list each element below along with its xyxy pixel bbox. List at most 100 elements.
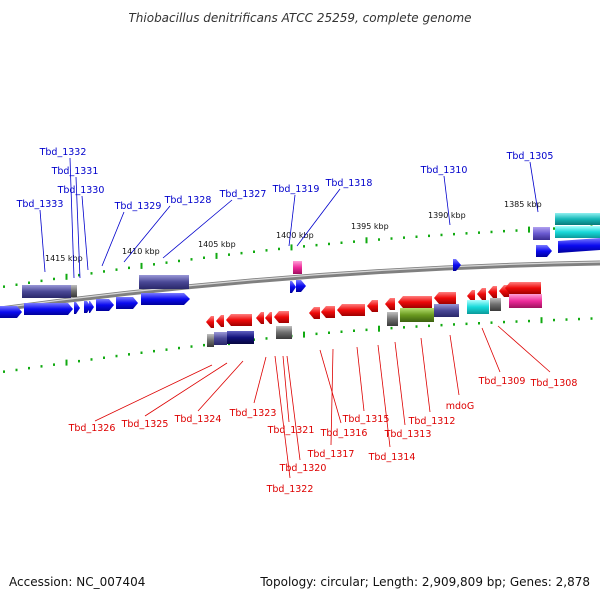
scale-dot bbox=[28, 366, 30, 370]
gene-cog-box[interactable] bbox=[509, 294, 542, 308]
gene-label[interactable]: Tbd_1312 bbox=[408, 416, 456, 427]
gene-cog-box[interactable] bbox=[22, 285, 71, 298]
forward-cds-arrow[interactable] bbox=[74, 302, 80, 314]
reverse-cds-arrow[interactable] bbox=[216, 315, 224, 327]
scale-dot bbox=[203, 256, 205, 259]
gene-label[interactable]: Tbd_1327 bbox=[219, 189, 267, 200]
reverse-cds-arrow[interactable] bbox=[467, 290, 475, 302]
gene-label[interactable]: Tbd_1325 bbox=[121, 419, 169, 430]
gene-label[interactable]: Tbd_1316 bbox=[320, 428, 368, 439]
scale-dot bbox=[415, 325, 418, 328]
gene-label[interactable]: Tbd_1308 bbox=[530, 378, 578, 389]
reverse-cds-arrow[interactable] bbox=[385, 298, 395, 310]
reverse-cds-arrow[interactable] bbox=[477, 288, 486, 300]
forward-cds-arrow[interactable] bbox=[24, 303, 73, 315]
scale-major-tick bbox=[215, 252, 218, 259]
gene-label[interactable]: Tbd_1322 bbox=[266, 484, 314, 495]
scale-dot bbox=[453, 232, 455, 236]
gene-label[interactable]: Tbd_1319 bbox=[272, 184, 320, 195]
inner-scale-ring bbox=[3, 317, 593, 373]
gene-label[interactable]: Tbd_1314 bbox=[368, 452, 416, 463]
forward-cds-arrow[interactable] bbox=[453, 259, 461, 271]
gene-cog-box[interactable] bbox=[467, 300, 489, 314]
reverse-cds-arrow[interactable] bbox=[256, 312, 264, 324]
scale-dot bbox=[240, 251, 243, 255]
reverse-strand-track bbox=[206, 282, 542, 347]
label-leader-line bbox=[420, 337, 431, 413]
gene-cog-box[interactable] bbox=[490, 298, 501, 311]
reverse-cds-arrow[interactable] bbox=[274, 311, 289, 323]
kbp-label: 1390 kbp bbox=[428, 211, 466, 220]
gene-label[interactable]: Tbd_1310 bbox=[420, 165, 468, 176]
gene-cog-box[interactable] bbox=[555, 213, 600, 225]
gene-label[interactable]: Tbd_1330 bbox=[57, 185, 105, 196]
gene-cog-box[interactable] bbox=[533, 227, 550, 240]
forward-cds-arrow[interactable] bbox=[141, 293, 190, 305]
gene-label[interactable]: Tbd_1324 bbox=[174, 414, 222, 425]
reverse-cds-arrow[interactable] bbox=[309, 307, 320, 319]
reverse-gene-labels: Tbd_1326 Tbd_1325 Tbd_1324 Tbd_1323 Tbd_… bbox=[68, 325, 578, 495]
gene-label[interactable]: Tbd_1332 bbox=[39, 147, 87, 158]
gene-label[interactable]: Tbd_1333 bbox=[16, 199, 64, 210]
reverse-cds-arrow[interactable] bbox=[488, 286, 497, 298]
scale-dot bbox=[153, 349, 155, 353]
gene-label[interactable]: Tbd_1326 bbox=[68, 423, 116, 434]
scale-dot bbox=[565, 318, 568, 321]
forward-cds-arrow[interactable] bbox=[84, 301, 91, 313]
gene-label[interactable]: Tbd_1315 bbox=[342, 414, 390, 425]
forward-cds-arrow[interactable] bbox=[290, 281, 296, 293]
gene-label[interactable]: Tbd_1321 bbox=[267, 425, 315, 436]
forward-cds-arrow[interactable] bbox=[96, 299, 114, 311]
forward-cds-arrow[interactable] bbox=[116, 297, 138, 309]
gene-cog-box[interactable] bbox=[71, 285, 77, 297]
kbp-label: 1415 kbp bbox=[45, 254, 83, 263]
gene-label[interactable]: Tbd_1317 bbox=[307, 449, 355, 460]
gene-label[interactable]: Tbd_1305 bbox=[506, 151, 554, 162]
gene-label[interactable]: Tbd_1318 bbox=[325, 178, 373, 189]
forward-cds-arrow[interactable] bbox=[296, 280, 306, 292]
reverse-cds-arrow[interactable] bbox=[434, 292, 456, 304]
reverse-cds-arrow[interactable] bbox=[505, 282, 541, 294]
reverse-cds-arrow[interactable] bbox=[398, 296, 432, 308]
scale-dot bbox=[490, 230, 493, 234]
scale-dot bbox=[115, 268, 118, 271]
label-leader-line bbox=[319, 349, 342, 424]
reverse-cds-arrow[interactable] bbox=[226, 314, 252, 326]
gene-label[interactable]: mdoG bbox=[446, 401, 474, 412]
forward-gene-labels: Tbd_1333 Tbd_1332 Tbd_1331 Tbd_1330 Tbd_… bbox=[16, 147, 554, 279]
gene-cog-box[interactable] bbox=[555, 226, 600, 238]
gene-label[interactable]: Tbd_1329 bbox=[114, 201, 162, 212]
reverse-cds-arrow[interactable] bbox=[321, 306, 335, 318]
forward-cds-arrow[interactable] bbox=[558, 238, 600, 253]
reverse-cds-arrow[interactable] bbox=[206, 316, 214, 328]
scale-dot bbox=[515, 320, 518, 323]
forward-cds-arrow[interactable] bbox=[536, 245, 552, 257]
gene-label[interactable]: Tbd_1331 bbox=[51, 166, 99, 177]
scale-dot bbox=[365, 328, 368, 332]
gene-cog-box[interactable] bbox=[276, 326, 292, 339]
gene-cog-box[interactable] bbox=[387, 312, 398, 326]
scale-dot bbox=[340, 241, 343, 244]
scale-dot bbox=[478, 231, 480, 234]
gene-cog-box[interactable] bbox=[207, 334, 214, 347]
reverse-cds-arrow[interactable] bbox=[337, 304, 365, 316]
scale-dot bbox=[178, 346, 180, 350]
gene-label[interactable]: Tbd_1320 bbox=[279, 463, 327, 474]
reverse-cds-arrow[interactable] bbox=[367, 300, 378, 312]
gene-label[interactable]: Tbd_1309 bbox=[478, 376, 526, 387]
gene-label[interactable]: Tbd_1313 bbox=[384, 429, 432, 440]
label-leader-line bbox=[377, 344, 391, 448]
gene-cog-box[interactable] bbox=[214, 332, 227, 345]
gene-cog-box[interactable] bbox=[293, 261, 302, 274]
gene-cog-box[interactable] bbox=[227, 331, 254, 344]
label-leader-line bbox=[39, 209, 46, 273]
forward-cds-arrow[interactable] bbox=[89, 301, 94, 313]
gene-label[interactable]: Tbd_1323 bbox=[229, 408, 277, 419]
gene-cog-box[interactable] bbox=[139, 275, 189, 289]
forward-cds-arrow[interactable] bbox=[0, 306, 22, 318]
gene-cog-box[interactable] bbox=[400, 308, 434, 322]
reverse-cds-arrow[interactable] bbox=[265, 312, 272, 324]
gene-cog-box[interactable] bbox=[434, 304, 459, 317]
scale-dot bbox=[478, 322, 480, 325]
gene-label[interactable]: Tbd_1328 bbox=[164, 195, 212, 206]
